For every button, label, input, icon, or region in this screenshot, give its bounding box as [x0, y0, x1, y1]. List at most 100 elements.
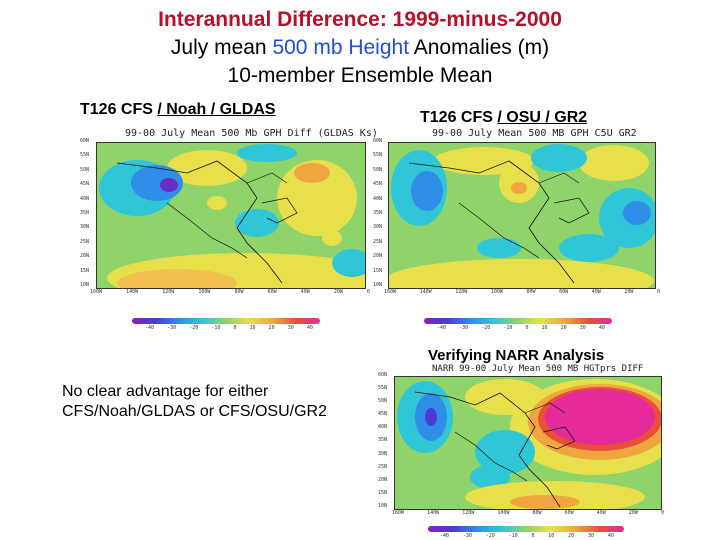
colorbar-narr — [428, 526, 624, 532]
panel-label-osu-underlined: / OSU / GR2 — [497, 109, 588, 126]
lat-tick: 15N — [378, 489, 388, 496]
title-line-2: July mean 500 mb Height Anomalies (m) — [0, 34, 720, 62]
lat-tick: 15N — [80, 267, 90, 274]
colorbar-labels-osu: -40 -30 -20 -10 0 10 20 30 40 — [437, 325, 605, 331]
lat-tick: 50N — [80, 166, 90, 173]
map-title-narr: NARR 99-00 July Mean 500 MB HGTprs DIFF — [432, 364, 644, 374]
colorbar-label: 40 — [607, 533, 614, 539]
lon-tick: 160W — [90, 289, 103, 295]
lat-tick: 35N — [80, 209, 90, 216]
lat-tick: 20N — [80, 253, 90, 260]
title-line-2-suffix: Anomalies (m) — [409, 36, 550, 59]
lat-ticks-narr: 60N 55N 50N 45N 40N 35N 30N 25N 20N 15N 10N — [378, 372, 392, 509]
colorbar-label: -30 — [167, 325, 177, 331]
lon-tick: 20W — [624, 289, 634, 295]
title-line-2-prefix: July mean — [170, 36, 273, 59]
colorbar-label: -40 — [437, 325, 447, 331]
anomaly-map-narr-field — [395, 377, 661, 509]
lon-tick: 160W — [392, 510, 405, 516]
lon-ticks-noah: 160W 140W 120W 100W 80W 60W 40W 20W 0 — [90, 289, 370, 295]
colorbar-labels-noah: -40 -30 -20 -10 0 10 20 30 40 — [145, 325, 313, 331]
colorbar-label: 30 — [287, 325, 294, 331]
lon-tick: 40W — [591, 289, 601, 295]
colorbar-label: -40 — [440, 533, 450, 539]
lat-tick: 25N — [80, 238, 90, 245]
lat-ticks-osu: 60N 55N 50N 45N 40N 35N 30N 25N 20N 15N 10N — [373, 138, 387, 288]
lat-tick: 40N — [373, 195, 383, 202]
lat-tick: 50N — [373, 166, 383, 173]
colorbar-label: 0 — [531, 533, 535, 539]
colorbar-labels-narr: -40 -30 -20 -10 0 10 20 30 40 — [440, 533, 614, 539]
colorbar-label: 10 — [548, 533, 555, 539]
lon-tick: 100W — [198, 289, 211, 295]
lon-tick: 40W — [596, 510, 606, 516]
lon-tick: 0 — [656, 289, 660, 295]
conclusion-line-1: No clear advantage for either — [62, 383, 269, 400]
anomaly-map-osu — [388, 142, 656, 289]
lat-tick: 60N — [80, 138, 90, 144]
anomaly-map-osu-field — [389, 143, 655, 288]
anomaly-map-narr — [394, 376, 662, 510]
panel-label-noah-underlined: / Noah / GLDAS — [157, 101, 276, 118]
lon-tick: 80W — [526, 289, 536, 295]
lat-tick: 40N — [378, 424, 388, 431]
lat-tick: 10N — [378, 502, 388, 509]
slide-title: Interannual Difference: 1999-minus-2000 … — [0, 6, 720, 90]
anomaly-map-noah-field — [97, 143, 365, 288]
lat-tick: 55N — [80, 152, 90, 159]
lat-tick: 35N — [378, 437, 388, 444]
lon-tick: 100W — [490, 289, 503, 295]
lon-ticks-narr: 160W 140W 120W 100W 80W 60W 40W 20W 0 — [392, 510, 664, 516]
colorbar-label: -40 — [145, 325, 155, 331]
lat-tick: 20N — [378, 476, 388, 483]
lat-tick: 55N — [373, 152, 383, 159]
colorbar-label: -10 — [503, 325, 513, 331]
lat-tick: 10N — [80, 281, 90, 288]
lat-tick: 10N — [373, 281, 383, 288]
colorbar-label: -20 — [189, 325, 199, 331]
colorbar-label: 20 — [268, 325, 275, 331]
panel-label-osu-prefix: T126 CFS — [420, 109, 498, 126]
lat-tick: 45N — [373, 181, 383, 188]
lat-ticks-noah: 60N 55N 50N 45N 40N 35N 30N 25N 20N 15N 10N — [80, 138, 94, 288]
lat-tick: 25N — [378, 463, 388, 470]
colorbar-label: 40 — [306, 325, 313, 331]
lat-tick: 35N — [373, 209, 383, 216]
colorbar-label: 0 — [525, 325, 529, 331]
lon-tick: 100W — [497, 510, 510, 516]
panel-label-narr: Verifying NARR Analysis — [428, 347, 605, 364]
colorbar-label: -20 — [481, 325, 491, 331]
lon-ticks-osu: 160W 140W 120W 100W 80W 60W 40W 20W 0 — [384, 289, 660, 295]
lat-tick: 30N — [378, 450, 388, 457]
colorbar-label: 0 — [233, 325, 237, 331]
lon-tick: 60W — [267, 289, 277, 295]
colorbar-label: -30 — [459, 325, 469, 331]
title-line-1: Interannual Difference: 1999-minus-2000 — [158, 8, 562, 31]
lon-tick: 0 — [366, 289, 370, 295]
panel-label-noah: T126 CFS / Noah / GLDAS — [80, 101, 276, 119]
lat-tick: 30N — [373, 224, 383, 231]
lat-tick: 60N — [378, 372, 388, 378]
title-line-2-highlight: 500 mb Height — [272, 36, 410, 59]
anomaly-map-noah — [96, 142, 366, 289]
lon-tick: 120W — [162, 289, 175, 295]
lon-tick: 20W — [333, 289, 343, 295]
lat-tick: 60N — [373, 138, 383, 144]
lon-tick: 20W — [628, 510, 638, 516]
colorbar-label: -10 — [211, 325, 221, 331]
colorbar-label: -30 — [462, 533, 472, 539]
colorbar-osu — [424, 318, 612, 324]
colorbar-noah — [132, 318, 320, 324]
lon-tick: 120W — [462, 510, 475, 516]
lat-tick: 40N — [80, 195, 90, 202]
panel-label-noah-prefix: T126 CFS — [80, 101, 158, 118]
lon-tick: 80W — [532, 510, 542, 516]
lat-tick: 25N — [373, 238, 383, 245]
map-title-osu: 99-00 July Mean 500 MB GPH C5U GR2 — [432, 128, 637, 139]
lon-tick: 140W — [427, 510, 440, 516]
lon-tick: 80W — [234, 289, 244, 295]
lat-tick: 45N — [378, 411, 388, 418]
colorbar-label: 10 — [249, 325, 256, 331]
lat-tick: 20N — [373, 253, 383, 260]
colorbar-label: 40 — [598, 325, 605, 331]
